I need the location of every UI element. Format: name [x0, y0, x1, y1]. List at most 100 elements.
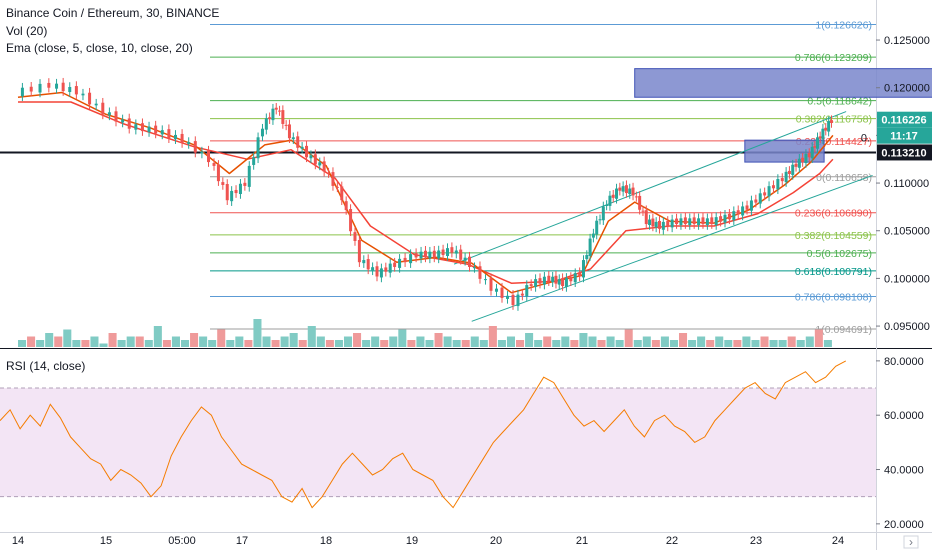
candle-body	[61, 82, 65, 92]
candle-body	[243, 182, 247, 186]
volume-bar	[81, 340, 90, 347]
volume-bar	[271, 340, 280, 347]
time-axis-label: 24	[832, 535, 844, 547]
price-axis-label: 0.100000	[884, 273, 930, 285]
candle-body	[403, 257, 407, 263]
price-axis-label: 0.095000	[884, 321, 930, 333]
volume-indicator-label[interactable]: Vol (20)	[6, 24, 48, 38]
fib-level-label: 0.382(0.116758)	[796, 114, 872, 126]
volume-bar	[316, 336, 325, 347]
candle-body	[624, 185, 628, 194]
candle-body	[561, 278, 565, 287]
candle-body	[608, 195, 612, 206]
price-axis-label: 0.125000	[884, 35, 930, 47]
volume-bar	[651, 340, 660, 347]
candle-body	[454, 250, 458, 254]
candle-body	[483, 279, 487, 281]
time-axis-label: 21	[576, 535, 588, 547]
candle-body	[534, 279, 538, 287]
volume-bar	[796, 340, 805, 347]
volume-bar	[688, 340, 697, 347]
time-axis-label: 17	[236, 535, 248, 547]
candle-body	[638, 195, 642, 210]
volume-bar	[706, 340, 715, 347]
candle-body	[804, 153, 808, 164]
fib-level-label: 0.618(0.100791)	[795, 266, 872, 278]
fib-level-label: 1(0.094691)	[815, 324, 872, 336]
time-axis-label: 23	[750, 535, 762, 547]
candle-body	[362, 260, 366, 264]
candle-body	[432, 250, 436, 258]
volume-bar	[343, 336, 353, 347]
candle-body	[445, 248, 449, 256]
volume-bar	[778, 340, 787, 347]
candle-body	[679, 218, 683, 226]
volume-bar	[90, 336, 99, 347]
volume-bar	[488, 326, 497, 347]
candle-body	[101, 102, 105, 115]
candle-body	[230, 190, 234, 202]
volume-bar	[570, 340, 579, 347]
candle-body	[398, 258, 402, 268]
volume-bar	[27, 336, 36, 347]
candle-body	[824, 127, 828, 131]
volume-bar	[289, 333, 298, 347]
candle-body	[564, 277, 568, 287]
candle-body	[114, 111, 118, 122]
volume-bar	[298, 340, 307, 347]
time-axis-label: 20	[490, 535, 502, 547]
volume-bar	[516, 340, 525, 347]
volume-bar	[525, 333, 534, 347]
candle-body	[247, 165, 251, 187]
candle-body	[494, 288, 498, 292]
candle-body	[88, 92, 92, 105]
volume-bar	[724, 340, 733, 347]
volume-bar	[398, 329, 407, 347]
candle-body	[121, 119, 125, 123]
volume-bar	[190, 333, 199, 347]
volume-bar	[606, 336, 615, 347]
volume-bar	[117, 340, 126, 347]
candle-body	[409, 254, 413, 264]
candle-body	[618, 187, 622, 191]
volume-bar	[733, 340, 742, 347]
channel-lower-line[interactable]	[471, 174, 873, 322]
fib-level-label: 0.5(0.118642)	[807, 96, 872, 108]
candle-body	[736, 210, 740, 215]
candle-body	[784, 171, 788, 183]
rsi-indicator-label[interactable]: RSI (14, close)	[6, 359, 86, 373]
candle-body	[127, 118, 131, 129]
candle-body	[727, 213, 731, 220]
time-axis-label: 05:00	[168, 535, 196, 547]
candle-body	[284, 124, 288, 126]
candle-body	[423, 250, 427, 258]
candle-body	[252, 157, 256, 165]
symbol-title[interactable]: Binance Coin / Ethereum, 30, BINANCE	[6, 6, 220, 20]
candle-body	[801, 157, 805, 163]
candle-body	[281, 110, 285, 124]
candle-body	[701, 217, 705, 225]
candle-body	[393, 262, 397, 267]
channel-upper-line[interactable]	[453, 111, 847, 265]
volume-bar	[443, 336, 452, 347]
candle-body	[419, 251, 423, 259]
candle-body	[654, 221, 658, 228]
volume-bar	[108, 333, 117, 347]
highlight-rectangle[interactable]	[634, 68, 932, 98]
ema-indicator-label[interactable]: Ema (close, 5, close, 10, close, 20)	[6, 41, 193, 55]
candle-body	[388, 263, 392, 273]
volume-bar	[633, 340, 642, 347]
candle-body	[547, 275, 551, 282]
candle-body	[38, 83, 42, 93]
candle-body	[516, 294, 520, 307]
candle-body	[107, 112, 111, 116]
volume-bar	[54, 336, 63, 347]
volume-bar	[36, 340, 45, 347]
candle-body	[634, 196, 638, 198]
rsi-band	[0, 388, 876, 497]
volume-bar	[425, 340, 434, 347]
scroll-to-realtime-button[interactable]	[903, 535, 919, 549]
candle-body	[225, 184, 229, 201]
